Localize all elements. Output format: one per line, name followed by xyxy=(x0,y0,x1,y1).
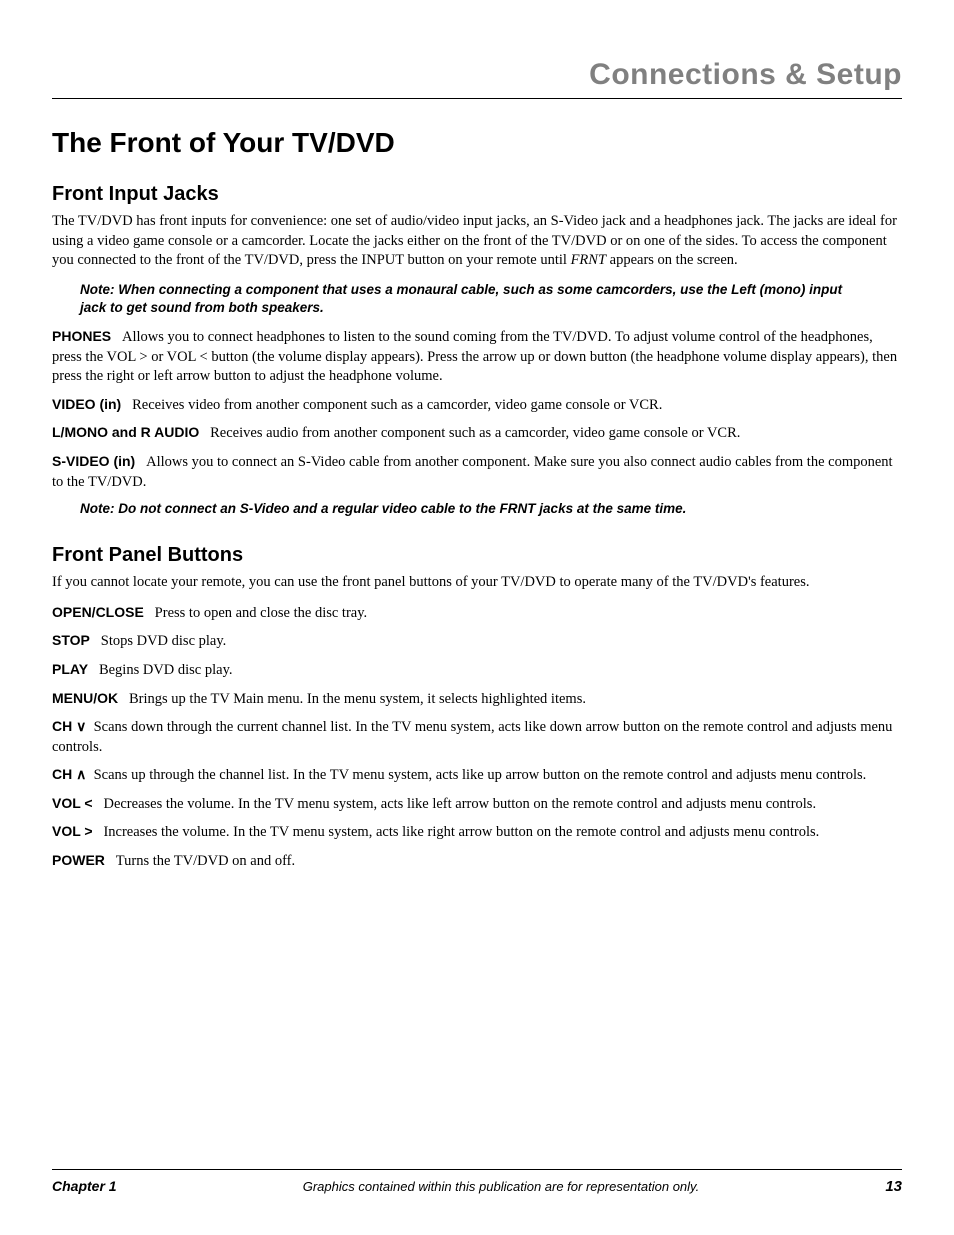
def-svideo: S-VIDEO (in) Allows you to connect an S-… xyxy=(52,452,902,492)
section1-intro: The TV/DVD has front inputs for convenie… xyxy=(52,212,902,271)
def-label-chdown: CH ∨ xyxy=(52,718,86,734)
footer-chapter: Chapter 1 xyxy=(52,1178,117,1194)
def-phones: PHONES Allows you to connect headphones … xyxy=(52,327,902,387)
def-label-play: PLAY xyxy=(52,661,88,677)
def-text-play: Begins DVD disc play. xyxy=(99,662,233,678)
def-chdown: CH ∨ Scans down through the current chan… xyxy=(52,717,902,757)
section1-note1: Note: When connecting a component that u… xyxy=(80,281,902,317)
def-text-openclose: Press to open and close the disc tray. xyxy=(155,605,367,621)
section1-note2: Note: Do not connect an S-Video and a re… xyxy=(80,500,902,518)
def-label-svideo: S-VIDEO (in) xyxy=(52,453,135,469)
def-label-volup: VOL > xyxy=(52,823,93,839)
def-text-voldown: Decreases the volume. In the TV menu sys… xyxy=(103,796,816,812)
def-label-openclose: OPEN/CLOSE xyxy=(52,604,144,620)
def-menuok: MENU/OK Brings up the TV Main menu. In t… xyxy=(52,689,902,710)
def-volup: VOL > Increases the volume. In the TV me… xyxy=(52,822,902,843)
def-text-chup: Scans up through the channel list. In th… xyxy=(94,767,867,783)
def-text-chdown: Scans down through the current channel l… xyxy=(52,719,892,755)
page-content: The Front of Your TV/DVD Front Input Jac… xyxy=(52,127,902,1169)
def-text-phones: Allows you to connect headphones to list… xyxy=(52,329,897,384)
footer-page-number: 13 xyxy=(885,1178,902,1195)
def-label-power: POWER xyxy=(52,852,105,868)
def-label-stop: STOP xyxy=(52,632,90,648)
section-title-buttons: Front Panel Buttons xyxy=(52,544,902,567)
def-stop: STOP Stops DVD disc play. xyxy=(52,631,902,652)
def-power: POWER Turns the TV/DVD on and off. xyxy=(52,851,902,872)
section-title-jacks: Front Input Jacks xyxy=(52,183,902,206)
main-title: The Front of Your TV/DVD xyxy=(52,127,902,159)
page-header: Connections & Setup xyxy=(52,58,902,99)
def-label-video-in: VIDEO (in) xyxy=(52,396,121,412)
def-video-in: VIDEO (in) Receives video from another c… xyxy=(52,395,902,416)
document-page: Connections & Setup The Front of Your TV… xyxy=(0,0,954,1235)
def-label-lmono: L/MONO and R AUDIO xyxy=(52,424,199,440)
page-footer: Chapter 1 Graphics contained within this… xyxy=(52,1169,902,1195)
def-label-chup: CH ∧ xyxy=(52,766,86,782)
def-label-menuok: MENU/OK xyxy=(52,690,118,706)
header-title: Connections & Setup xyxy=(589,58,902,91)
def-text-video-in: Receives video from another component su… xyxy=(132,397,662,413)
def-voldown: VOL < Decreases the volume. In the TV me… xyxy=(52,794,902,815)
def-text-lmono: Receives audio from another component su… xyxy=(210,425,740,441)
def-text-power: Turns the TV/DVD on and off. xyxy=(116,853,295,869)
def-text-volup: Increases the volume. In the TV menu sys… xyxy=(103,824,819,840)
def-label-voldown: VOL < xyxy=(52,795,93,811)
def-label-phones: PHONES xyxy=(52,328,111,344)
section2-intro: If you cannot locate your remote, you ca… xyxy=(52,573,902,593)
footer-note: Graphics contained within this publicati… xyxy=(117,1179,886,1194)
def-text-menuok: Brings up the TV Main menu. In the menu … xyxy=(129,691,586,707)
def-text-svideo: Allows you to connect an S-Video cable f… xyxy=(52,454,893,490)
def-text-stop: Stops DVD disc play. xyxy=(101,633,227,649)
def-openclose: OPEN/CLOSE Press to open and close the d… xyxy=(52,603,902,624)
def-play: PLAY Begins DVD disc play. xyxy=(52,660,902,681)
def-chup: CH ∧ Scans up through the channel list. … xyxy=(52,765,902,786)
def-lmono: L/MONO and R AUDIO Receives audio from a… xyxy=(52,423,902,444)
